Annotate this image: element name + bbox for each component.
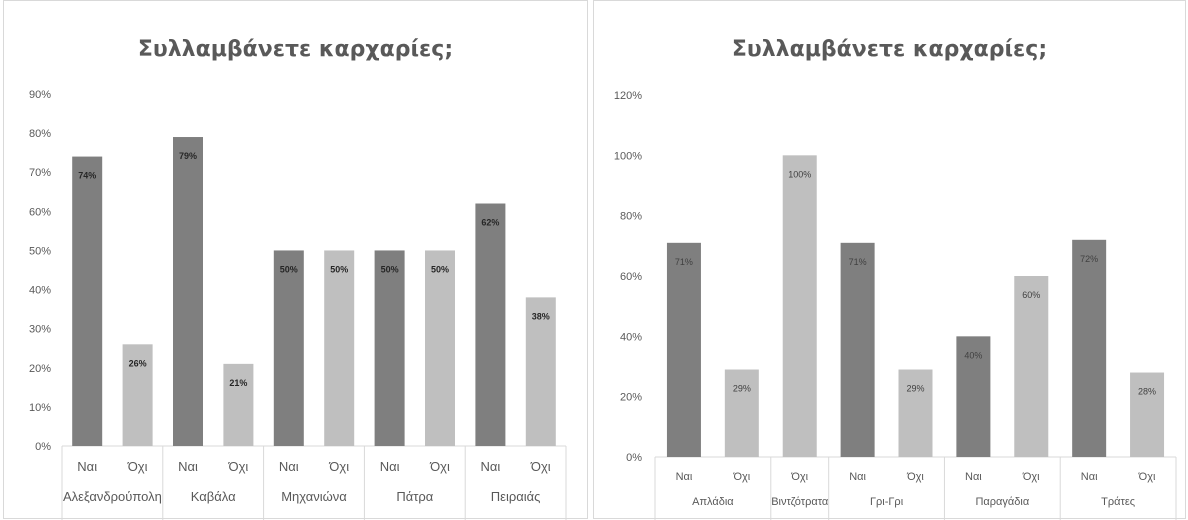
bar (223, 363, 254, 446)
bar-chart-gear: 0% 20% 40% 60% 80% 100% 120% 71% Ναι 29% Όχι 100% Όχ… (614, 90, 1177, 520)
y-tick-label: 80% (29, 128, 51, 140)
chart-panel-ports: Συλλαμβάνετε καρχαρίες; 0% 10% 20% 30% 40% 50… (3, 0, 588, 520)
y-tick-label: 60% (620, 271, 642, 283)
x-category-label: Ναι (279, 459, 299, 474)
x-group-label: Μηχανιώνα (281, 489, 347, 504)
bar (475, 203, 506, 446)
bar (666, 242, 701, 457)
y-tick-label: 20% (620, 392, 642, 404)
data-label: 29% (733, 384, 751, 394)
data-label: 21% (229, 378, 247, 388)
x-category-label: Όχι (790, 471, 808, 483)
bar (1130, 372, 1165, 457)
x-category-label: Όχι (429, 459, 450, 474)
x-category-label: Όχι (1138, 471, 1156, 483)
bar (956, 336, 991, 457)
x-category-label: Όχι (228, 459, 249, 474)
x-category-label: Ναι (77, 459, 97, 474)
y-tick-label: 50% (29, 245, 51, 257)
chart-title: Συλλαμβάνετε καρχαρίες; (731, 37, 1048, 62)
data-label: 60% (1022, 290, 1040, 300)
y-tick-label: 70% (29, 167, 51, 179)
y-tick-label: 40% (620, 331, 642, 343)
data-label: 26% (129, 358, 147, 368)
bar (425, 250, 455, 446)
bar (374, 250, 405, 446)
data-label: 28% (1138, 387, 1156, 397)
x-category-label: Όχι (1022, 471, 1040, 483)
x-category-label: Ναι (849, 471, 866, 483)
bar (72, 156, 103, 447)
x-group-label: Βιντζότρατα (771, 496, 829, 508)
x-group-label: Πάτρα (396, 489, 433, 504)
x-category-label: Ναι (178, 459, 198, 474)
bar (840, 242, 875, 457)
data-label: 71% (849, 257, 867, 267)
bar (1072, 239, 1107, 457)
y-tick-label: 20% (29, 363, 51, 375)
bar (525, 297, 556, 446)
data-label: 79% (179, 151, 197, 161)
bar (122, 344, 153, 446)
x-group-label: Αλεξανδρούπολη (63, 489, 162, 504)
y-tick-label: 0% (626, 452, 642, 464)
y-tick-label: 10% (29, 402, 51, 414)
x-category-label: Όχι (530, 459, 551, 474)
data-label: 50% (431, 264, 449, 274)
y-tick-label: 40% (29, 285, 51, 297)
x-category-label: Ναι (481, 459, 501, 474)
data-label: 38% (532, 311, 550, 321)
y-tick-label: 100% (614, 150, 642, 162)
bar (173, 137, 203, 446)
bar (782, 155, 817, 458)
data-label: 74% (78, 171, 96, 181)
data-label: 29% (906, 384, 924, 394)
x-category-label: Όχι (906, 471, 924, 483)
x-group-label: Γρι-Γρι (870, 496, 904, 508)
data-label: 71% (675, 257, 693, 267)
x-category-label: Όχι (127, 459, 148, 474)
bar (324, 250, 355, 446)
x-category-label: Ναι (965, 471, 982, 483)
y-tick-label: 90% (29, 89, 51, 101)
y-tick-label: 120% (614, 90, 642, 102)
data-label: 100% (788, 169, 811, 179)
y-tick-label: 0% (35, 441, 51, 453)
x-category-label: Όχι (328, 459, 349, 474)
data-label: 50% (330, 264, 348, 274)
x-category-label: Ναι (676, 471, 693, 483)
bar-chart-ports: 0% 10% 20% 30% 40% 50% 60% 70% 80% 90% 74% Ναι 26% Όχ… (29, 89, 567, 520)
bar (898, 369, 933, 457)
bar (1014, 276, 1049, 457)
bar (724, 369, 759, 457)
data-label: 50% (381, 264, 399, 274)
x-category-label: Όχι (732, 471, 750, 483)
data-label: 62% (481, 218, 499, 228)
x-group-label: Πειραιάς (491, 489, 541, 504)
data-label: 72% (1080, 254, 1098, 264)
chart-title: Συλλαμβάνετε καρχαρίες; (137, 37, 454, 62)
y-tick-label: 30% (29, 324, 51, 336)
data-label: 50% (280, 264, 298, 274)
x-group-label: Απλάδια (692, 496, 734, 508)
bar (273, 250, 304, 446)
x-category-label: Ναι (1081, 471, 1098, 483)
y-tick-label: 60% (29, 206, 51, 218)
y-tick-label: 80% (620, 211, 642, 223)
chart-panel-gear: Συλλαμβάνετε καρχαρίες; 0% 20% 40% 60% 80% 10… (593, 0, 1186, 520)
data-label: 40% (964, 350, 982, 360)
x-group-label: Τράτες (1101, 496, 1135, 508)
x-category-label: Ναι (380, 459, 400, 474)
x-group-label: Καβάλα (191, 489, 236, 504)
x-group-label: Παραγάδια (975, 496, 1029, 508)
